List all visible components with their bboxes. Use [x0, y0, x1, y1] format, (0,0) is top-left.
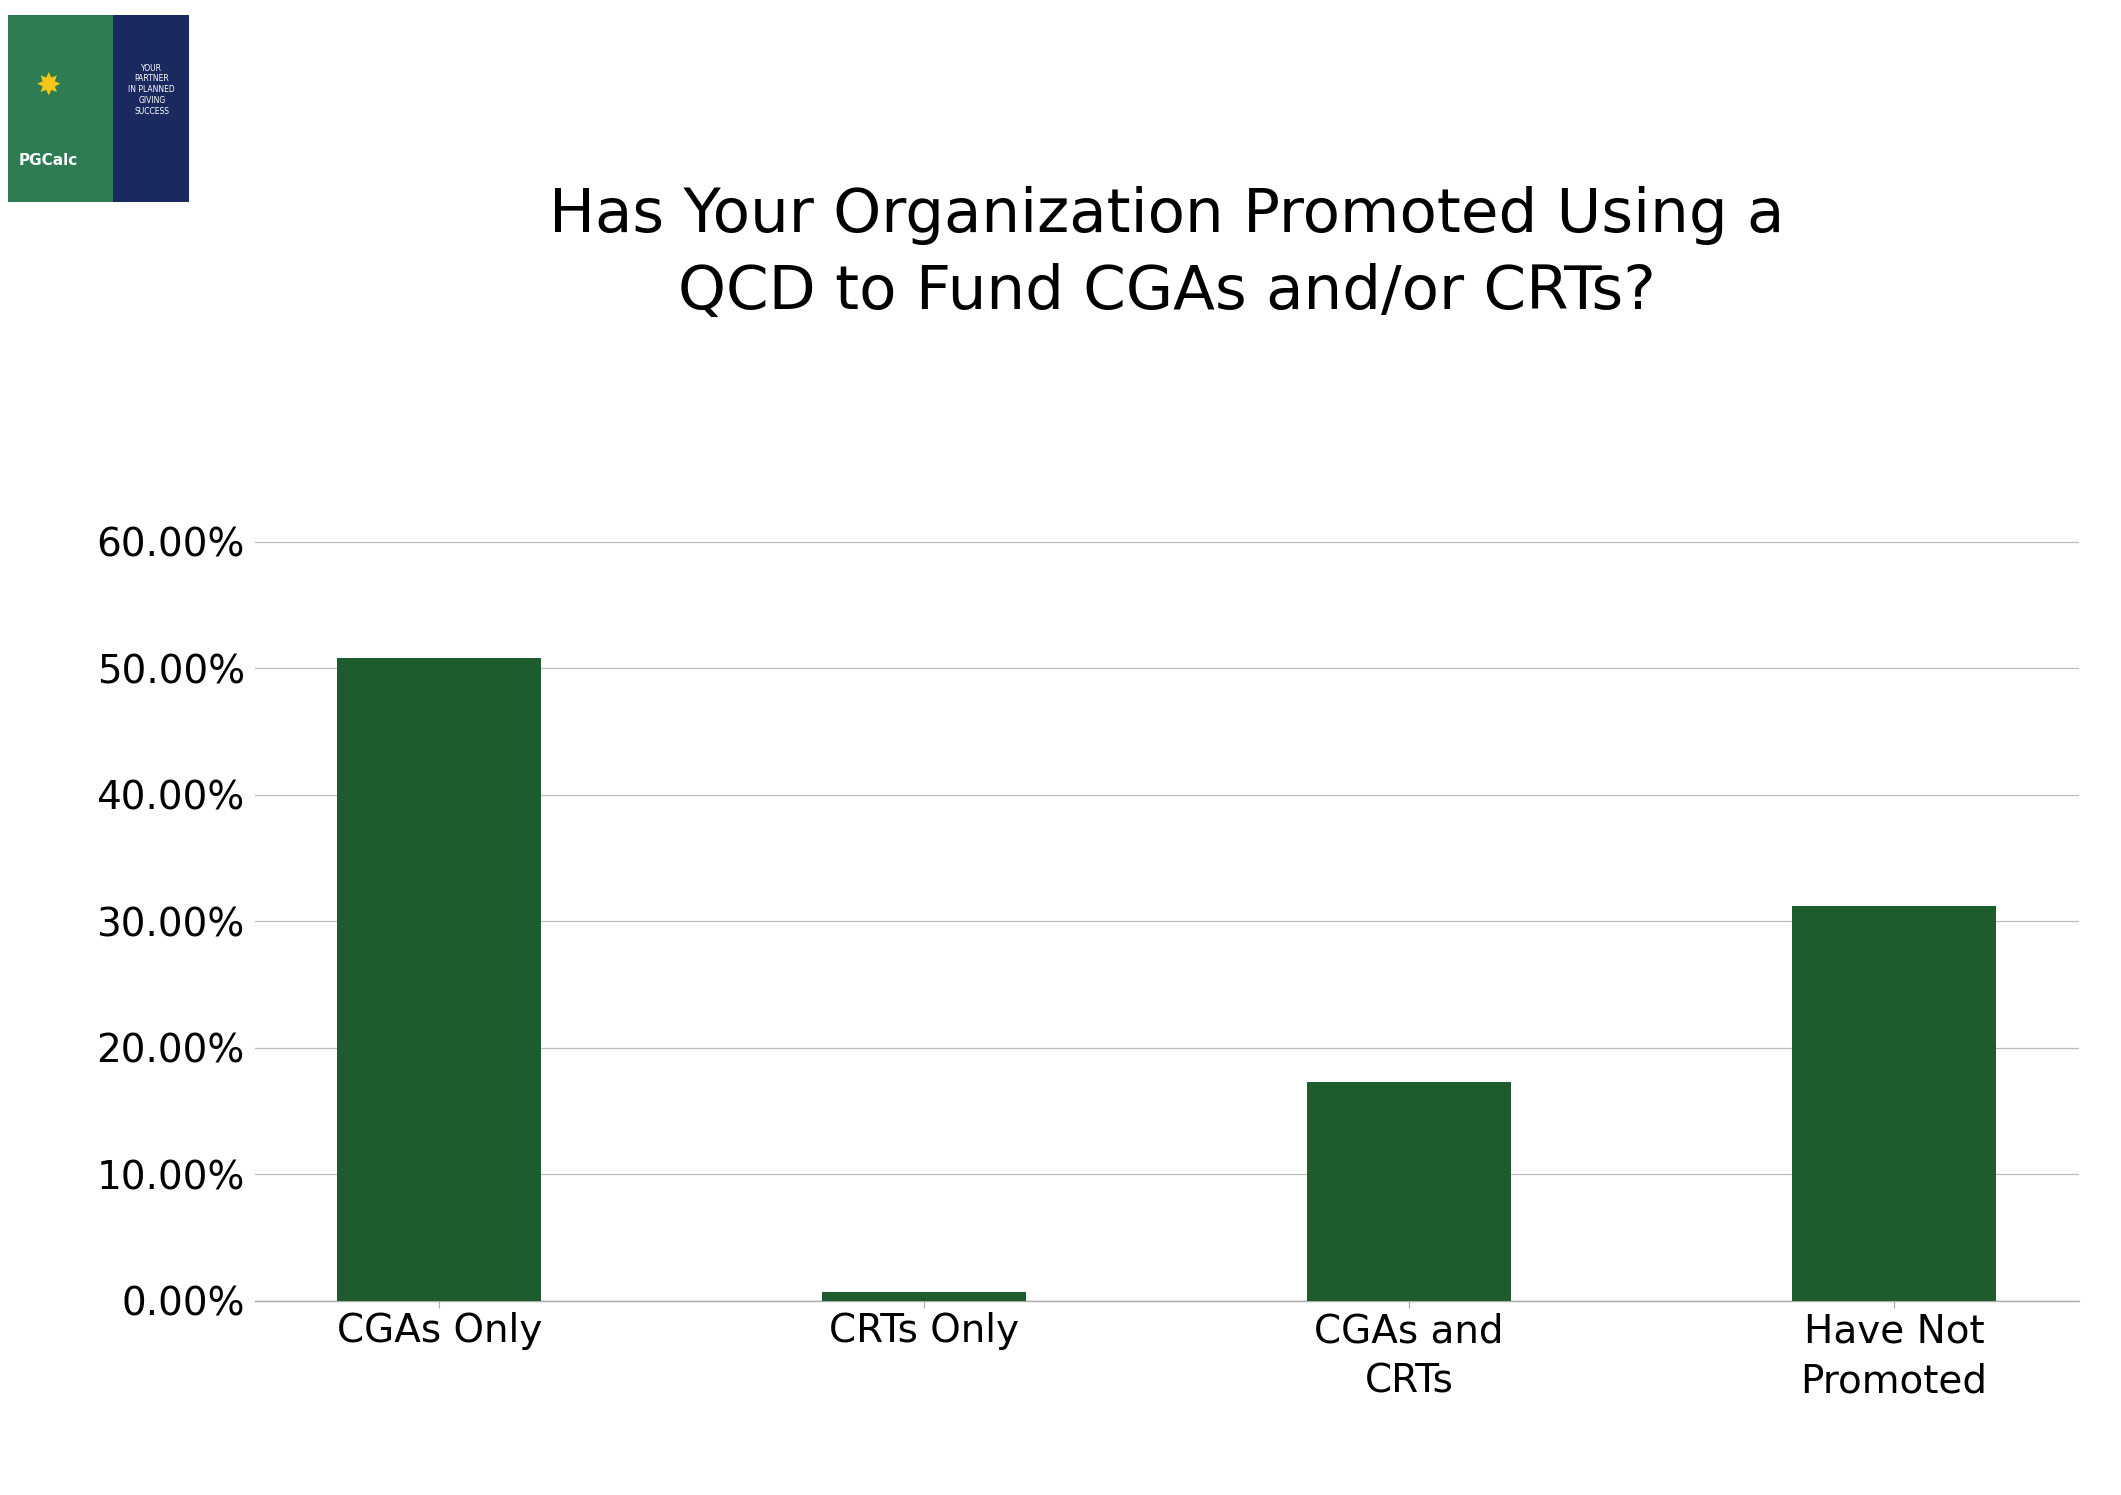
Text: Has Your Organization Promoted Using a
QCD to Fund CGAs and/or CRTs?: Has Your Organization Promoted Using a Q…: [549, 185, 1784, 323]
Bar: [1792, 906, 1996, 1301]
Bar: [823, 1292, 1027, 1301]
Text: ✸: ✸: [36, 72, 62, 100]
Text: YOUR
PARTNER
IN PLANNED
GIVING
SUCCESS: YOUR PARTNER IN PLANNED GIVING SUCCESS: [129, 64, 176, 115]
Bar: [8, 15, 112, 202]
Bar: [112, 15, 189, 202]
Bar: [337, 658, 541, 1301]
Bar: [1307, 1082, 1510, 1301]
Text: PGCalc: PGCalc: [19, 152, 78, 169]
